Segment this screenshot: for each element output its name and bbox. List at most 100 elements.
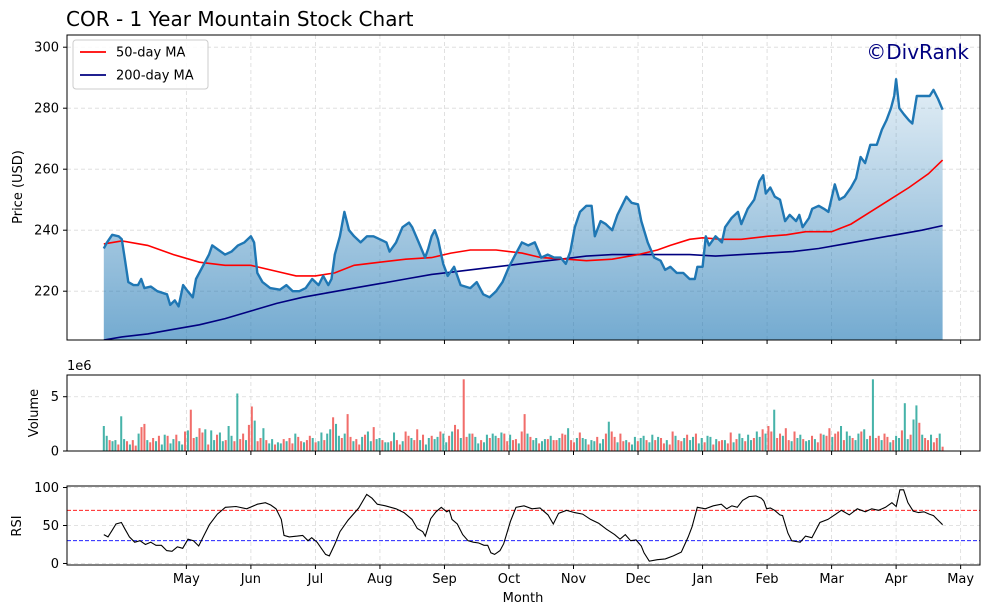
volume-bar: [323, 440, 326, 451]
volume-bar: [494, 435, 497, 451]
volume-bar: [892, 440, 895, 451]
volume-bar: [216, 434, 219, 451]
volume-bar: [483, 442, 486, 451]
volume-bar: [181, 444, 184, 451]
volume-bar: [799, 434, 802, 451]
volume-bar: [549, 435, 552, 451]
volume-bar: [250, 406, 253, 451]
volume-bar: [291, 443, 294, 451]
volume-bar: [602, 439, 605, 451]
x-tick-label: Sep: [432, 572, 457, 587]
volume-bar: [631, 444, 634, 451]
volume-bar: [346, 414, 349, 451]
volume-bar: [918, 422, 921, 451]
volume-bar: [604, 433, 607, 451]
volume-bar: [204, 429, 207, 451]
volume-bar: [247, 424, 250, 451]
volume-bar: [831, 436, 834, 451]
volume-bar: [703, 442, 706, 451]
volume-bar: [744, 441, 747, 451]
volume-bar: [332, 417, 335, 451]
volume-bar: [735, 439, 738, 451]
rsi-panel-frame: [66, 485, 981, 566]
volume-bar: [358, 444, 361, 451]
price-y-axis-label: Price (USD): [11, 150, 26, 224]
volume-bar: [311, 438, 314, 451]
volume-bar: [424, 444, 427, 451]
volume-bar: [366, 431, 369, 451]
volume-bar: [660, 438, 663, 451]
volume-bar: [593, 441, 596, 451]
volume-bar: [886, 436, 889, 451]
volume-bar: [343, 433, 346, 451]
volume-bar: [683, 438, 686, 451]
volume-bar: [439, 431, 442, 451]
volume-y-ticks: 05: [51, 390, 67, 460]
rsi-line: [103, 489, 943, 562]
volume-bar: [485, 434, 488, 451]
volume-bar: [538, 443, 541, 451]
volume-bar: [512, 440, 515, 451]
volume-bar: [111, 441, 114, 451]
volume-bar: [393, 432, 396, 451]
volume-offset-text: 1e6: [67, 359, 92, 374]
y-tick-label: 220: [34, 285, 59, 300]
volume-bar: [128, 444, 131, 451]
volume-bar: [155, 441, 158, 451]
volume-bar: [770, 431, 773, 451]
volume-bar: [143, 423, 146, 451]
volume-bar: [105, 435, 108, 451]
volume-bar: [126, 441, 129, 451]
volume-panel-frame: [66, 374, 981, 452]
volume-bar: [784, 428, 787, 451]
volume-bar: [613, 436, 616, 451]
volume-bar: [427, 438, 430, 451]
x-tick-label: Jun: [240, 572, 261, 587]
volume-bar: [459, 438, 462, 451]
volume-bar: [761, 429, 764, 451]
volume-bar: [305, 440, 308, 451]
volume-bar: [764, 433, 767, 451]
volume-bar: [633, 436, 636, 451]
volume-bar: [445, 442, 448, 451]
volume-bar: [694, 433, 697, 451]
volume-bar: [781, 435, 784, 451]
volume-bar: [671, 431, 674, 451]
volume-bar: [866, 439, 869, 451]
x-tick-label: Jan: [692, 572, 713, 587]
volume-bar: [573, 442, 576, 451]
volume-bar: [616, 442, 619, 451]
volume-bar: [108, 440, 111, 451]
volume-bar: [869, 435, 872, 451]
volume-bar: [271, 439, 274, 451]
y-tick-label: 0: [51, 557, 59, 572]
volume-bar: [529, 436, 532, 451]
volume-bar: [477, 443, 480, 451]
volume-bar: [639, 438, 642, 451]
volume-bar: [607, 421, 610, 451]
month-x-ticks: May Jun Jul Aug Sep Oct Nov Dec Jan Feb Mar Apr May: [173, 340, 974, 587]
volume-bar: [793, 431, 796, 451]
volume-bar: [117, 444, 120, 451]
volume-bar: [909, 434, 912, 451]
volume-bar: [787, 440, 790, 451]
volume-bar: [819, 433, 822, 451]
volume-bar: [456, 429, 459, 451]
volume-bar: [282, 439, 285, 451]
volume-bar: [535, 438, 538, 451]
y-tick-label: 0: [51, 445, 59, 460]
volume-bar: [575, 438, 578, 451]
volume-bars: [102, 379, 944, 451]
volume-bar: [758, 436, 761, 451]
volume-bar: [726, 443, 729, 451]
volume-bar: [230, 435, 233, 451]
volume-bar: [674, 435, 677, 451]
volume-bar: [329, 429, 332, 451]
volume-bar: [114, 440, 117, 451]
volume-bar: [816, 442, 819, 451]
volume-bar: [317, 441, 320, 451]
volume-bar: [941, 446, 944, 451]
chart-title: COR - 1 Year Mountain Stock Chart: [66, 7, 414, 31]
